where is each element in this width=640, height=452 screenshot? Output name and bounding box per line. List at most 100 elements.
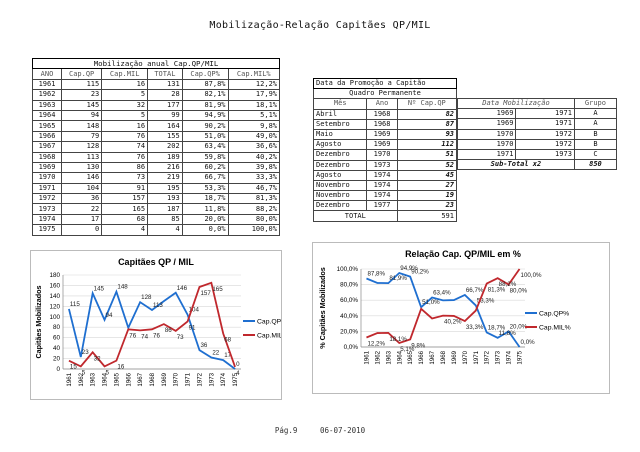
table-cell: 146 [61,172,103,184]
table-row: 1969 130 86 216 60,2% 39,8% [31,161,281,174]
table-cell: 94,9% [181,109,229,122]
x-tick-label: 1963 [385,350,392,364]
table-cell: 46,7% [227,182,281,195]
table-cell: 1963 [31,99,63,111]
data-label: 88,2% [499,281,517,288]
table-row: 1971 104 91 195 53,3% 46,7% [31,182,281,195]
annual-mobilization-table: Mobilização anual Cap.QP/MIL ANO Cap.QP Ca… [31,57,281,236]
data-label: 12,2% [367,340,385,347]
table-cell: 81,9% [181,99,229,111]
y-tick-label: 160 [49,282,60,289]
x-tick-label: 1968 [440,350,447,364]
table-cell: 60,2% [181,161,229,174]
table-cell: 1973 [366,159,398,171]
table-cell: Novembro [312,179,368,192]
chart-title: Capitães QP / MIL [118,257,194,267]
table-cell: 81,3% [227,193,281,205]
table-cell: 11,8% [181,203,229,215]
table-cell: 1969 [31,161,63,174]
table-cell: 1965 [31,120,63,132]
table-row: 1969 1971 A [456,118,618,130]
table-cell: B [573,138,618,150]
table-cell: 66,7% [181,172,229,184]
table-cell: 17,9% [227,89,281,101]
table-cell: 1962 [31,89,63,101]
data-label: 53,3% [477,297,495,304]
y-tick-label: 60,0% [340,297,358,304]
table-cell: 85 [147,213,183,226]
table-cell: 12,2% [227,78,281,91]
data-label: 128 [141,294,152,301]
mobilization-group-table: Data Mobilização Grupo 1969 1971 A 1969 1971… [456,97,618,171]
table-cell: 87 [396,118,458,130]
chart-captains-qp-mil: Capitães QP / MIL 0 20 40 60 80 100 120 140 160 18… [30,250,283,400]
table-cell: 1972 [31,193,63,205]
table-cell: 73 [101,172,149,184]
table-cell: 16 [101,120,149,132]
x-tick-label: 1962 [78,372,85,386]
table-cell: 1974 [366,179,398,192]
table-cell: 39,8% [227,161,281,174]
table-row: 1962 23 5 28 82,1% 17,9% [31,89,281,101]
chart-title: Relação Cap. QP/MIL em % [405,249,521,259]
data-label: 113 [153,302,163,309]
x-tick-label: 1969 [161,372,168,386]
table-cell: 1961 [31,78,63,91]
table-cell: 130 [61,161,103,174]
table-row: 1969 1971 A [456,108,618,120]
table-caption: Data da Promoção a Capitão [313,77,457,90]
column-header: Data Mobilização [457,97,575,110]
data-label: 33,3% [466,324,484,331]
table-cell: 22 [61,203,103,215]
data-label: 115 [70,301,80,308]
table-cell: 104 [61,182,103,195]
table-cell: 1973 [515,148,575,161]
table-cell: Dezembro [312,149,368,161]
x-tick-label: 1973 [208,372,215,386]
table-cell: 1972 [515,128,575,140]
y-tick-label: 80 [53,324,61,331]
x-tick-label: 1966 [125,372,132,386]
table-cell: 1967 [31,141,63,153]
x-tick-label: 1974 [220,372,227,386]
data-label: 68 [224,336,231,343]
subtotal-value: 850 [573,159,618,171]
y-tick-label: 120 [49,303,60,310]
x-tick-label: 1972 [484,350,491,364]
table-cell: Abril [312,108,368,120]
table-cell: 1968 [366,108,398,120]
table-row: Maio 1969 93 [312,128,458,141]
table-cell: 32 [101,99,149,111]
table-cell: 1974 [366,169,398,181]
table-cell: 99 [147,109,183,122]
table-row: 1965 148 16 164 90,2% 9,8% [31,120,281,132]
table-cell: 1971 [31,182,63,195]
table-cell: 1970 [456,138,517,150]
table-row: Agosto 1974 45 [312,169,458,181]
table-cell: 187 [147,203,183,215]
table-row: Dezembro 1970 51 [312,149,458,161]
table-cell: 216 [147,161,183,174]
table-cell: Agosto [312,139,368,151]
table-cell: 1974 [31,213,63,226]
data-label: 22 [212,350,219,357]
table-cell: 53,3% [181,182,229,195]
column-header: ANO [31,68,63,80]
table-row: Agosto 1969 112 [312,139,458,151]
table-cell: 18,7% [181,193,229,205]
column-header: TOTAL [147,68,183,80]
x-tick-label: 1964 [396,350,403,364]
series-line-cap-mil [68,281,236,368]
table-row: 1967 128 74 202 63,4% 36,6% [31,141,281,153]
data-label: 17 [224,352,231,359]
table-row: Dezembro 1977 23 [312,200,458,212]
table-cell: 145 [61,99,103,111]
data-label: 90,2% [411,269,429,276]
x-tick-label: 1971 [185,372,192,386]
table-row: 1961 115 16 131 87,8% 12,2% [31,78,281,91]
page-footer: Pág.9 06-07-2010 [0,426,640,435]
data-label: 0 [236,361,240,368]
x-tick-label: 1973 [495,350,502,364]
data-label: 15 [70,364,77,371]
table-cell: 1969 [366,139,398,151]
